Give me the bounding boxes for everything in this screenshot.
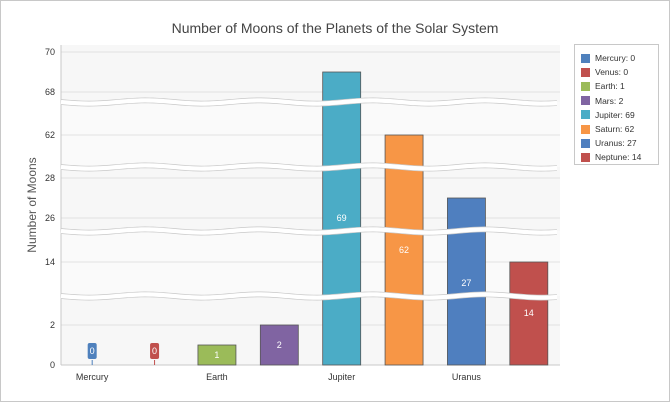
scale-break-edge: [60, 162, 558, 167]
legend-item: Uranus: 27: [581, 136, 658, 150]
data-label: 0: [152, 346, 157, 356]
bar: [197, 344, 237, 366]
legend-label: Mercury: 0: [595, 53, 636, 64]
legend-label: Uranus: 27: [595, 138, 637, 149]
legend-item: Mars: 2: [581, 94, 658, 108]
y-tick-label: 28: [45, 173, 55, 183]
data-label: 14: [524, 308, 534, 318]
scale-break-edge: [60, 296, 558, 301]
legend-swatch: [581, 110, 590, 120]
legend-swatch: [581, 53, 590, 63]
legend-item: Saturn: 62: [581, 122, 658, 136]
y-tick-label: 2: [50, 320, 55, 330]
data-label: 1: [214, 350, 219, 360]
scale-break-edge: [60, 167, 558, 172]
bar: [322, 71, 362, 366]
chart-title: Number of Moons of the Planets of the So…: [171, 20, 499, 36]
y-tick-label: 70: [45, 47, 55, 57]
scale-break: [60, 97, 558, 107]
bar: [509, 261, 549, 366]
legend-label: Mars: 2: [595, 95, 624, 106]
bar: [384, 134, 424, 366]
legend-item: Jupiter: 69: [581, 108, 658, 122]
x-tick-label: Jupiter: [328, 372, 355, 382]
data-label-box: [87, 343, 97, 359]
legend-swatch: [581, 81, 590, 91]
data-label: 27: [461, 278, 471, 288]
legend-item: Venus: 0: [581, 65, 658, 79]
y-tick-label: 14: [45, 257, 55, 267]
data-label: 2: [277, 340, 282, 350]
legend-item: Neptune: 14: [581, 150, 658, 164]
scale-break: [60, 291, 558, 301]
scale-break: [60, 162, 558, 172]
legend-label: Saturn: 62: [595, 124, 635, 135]
y-tick-label: 0: [50, 360, 55, 370]
scale-break-edge: [60, 102, 558, 107]
legend-label: Jupiter: 69: [595, 109, 635, 120]
bar: [259, 324, 299, 366]
y-tick-label: 26: [45, 213, 55, 223]
scale-break-edge: [60, 97, 558, 102]
plot-band: [61, 45, 560, 102]
x-tick-label: Mercury: [76, 372, 109, 382]
scale-break: [60, 226, 558, 236]
scale-break-edge: [60, 231, 558, 236]
legend-swatch: [581, 124, 590, 134]
data-label: 0: [90, 346, 95, 356]
y-tick-label: 68: [45, 87, 55, 97]
legend-swatch: [581, 96, 590, 106]
chart-legend: Mercury: 0 Venus: 0 Earth: 1 Mars: 2 Jupiter…: [574, 44, 659, 165]
legend-swatch: [581, 138, 590, 148]
legend-swatch: [581, 152, 590, 162]
legend-label: Earth: 1: [595, 81, 625, 92]
bar: [447, 197, 486, 366]
legend-swatch: [581, 67, 590, 77]
legend-label: Venus: 0: [595, 67, 629, 78]
scale-break-edge: [60, 226, 558, 231]
scale-break-edge: [60, 291, 558, 296]
legend-item: Earth: 1: [581, 79, 658, 93]
legend-label: Neptune: 14: [595, 152, 642, 163]
x-tick-label: Earth: [206, 372, 228, 382]
y-tick-label: 62: [45, 130, 55, 140]
data-label-box: [150, 343, 160, 359]
data-label: 69: [337, 213, 347, 223]
legend-item: Mercury: 0: [581, 51, 658, 65]
x-tick-label: Uranus: [452, 372, 482, 382]
data-label: 62: [399, 245, 409, 255]
